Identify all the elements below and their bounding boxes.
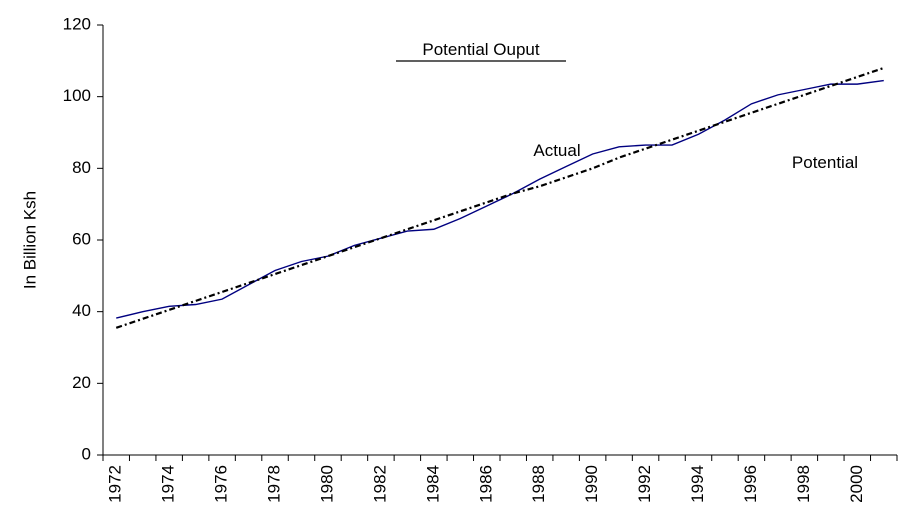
- series-line: [116, 79, 884, 319]
- annotation: Potential: [792, 153, 858, 172]
- x-tick-label: 1984: [423, 465, 442, 503]
- x-tick-label: 1994: [688, 465, 707, 503]
- x-tick-label: 1982: [370, 465, 389, 503]
- series-line: [115, 66, 885, 329]
- y-tick-label: 60: [72, 229, 91, 248]
- y-tick-label: 100: [63, 86, 91, 105]
- y-axis-label: In Billion Ksh: [20, 191, 39, 289]
- x-tick-label: 1986: [476, 465, 495, 503]
- y-tick-label: 20: [72, 373, 91, 392]
- x-tick-label: 1996: [741, 465, 760, 503]
- x-tick-label: 1974: [159, 465, 178, 503]
- x-tick-label: 2000: [847, 465, 866, 503]
- x-tick-label: 1978: [265, 465, 284, 503]
- x-tick-label: 1980: [317, 465, 336, 503]
- y-tick-label: 40: [72, 301, 91, 320]
- y-tick-label: 80: [72, 158, 91, 177]
- y-tick-label: 120: [63, 14, 91, 33]
- x-tick-label: 1972: [106, 465, 125, 503]
- chart-title: Potential Ouput: [422, 40, 539, 59]
- x-tick-label: 1990: [582, 465, 601, 503]
- x-tick-label: 1988: [529, 465, 548, 503]
- annotation: Actual: [533, 141, 580, 160]
- x-tick-label: 1992: [635, 465, 654, 503]
- x-tick-label: 1976: [212, 465, 231, 503]
- y-tick-label: 0: [82, 444, 91, 463]
- x-tick-label: 1998: [794, 465, 813, 503]
